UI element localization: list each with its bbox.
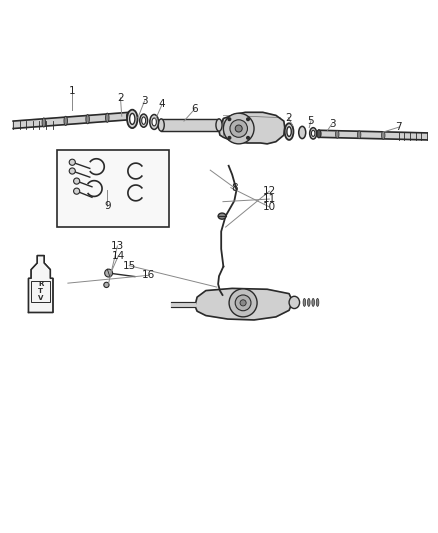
Ellipse shape [42, 118, 46, 127]
Polygon shape [161, 119, 219, 131]
Bar [57, 150, 169, 227]
Polygon shape [13, 112, 129, 128]
Circle shape [74, 178, 80, 184]
Circle shape [247, 118, 249, 120]
Circle shape [247, 136, 249, 139]
Ellipse shape [127, 112, 132, 120]
Text: 6: 6 [191, 104, 198, 114]
Text: 3: 3 [141, 96, 148, 106]
Circle shape [240, 300, 246, 306]
Ellipse shape [311, 130, 315, 136]
Ellipse shape [130, 114, 135, 124]
Text: 8: 8 [231, 183, 238, 192]
Text: 5: 5 [307, 116, 314, 126]
Text: 16: 16 [142, 270, 155, 280]
Ellipse shape [106, 113, 109, 122]
Circle shape [69, 168, 75, 174]
Text: 2: 2 [285, 112, 292, 123]
Circle shape [229, 289, 257, 317]
Ellipse shape [86, 115, 89, 124]
Circle shape [74, 188, 80, 194]
Ellipse shape [316, 298, 319, 306]
Circle shape [228, 118, 231, 120]
Circle shape [69, 159, 75, 165]
Polygon shape [319, 130, 427, 140]
Text: 13: 13 [111, 241, 124, 251]
Text: 4: 4 [159, 100, 166, 109]
Text: 1: 1 [69, 86, 76, 96]
Ellipse shape [158, 119, 164, 131]
Ellipse shape [381, 132, 385, 139]
Ellipse shape [127, 110, 138, 128]
Ellipse shape [64, 116, 67, 125]
Circle shape [223, 113, 254, 144]
Bar [31, 281, 50, 302]
Ellipse shape [150, 115, 159, 130]
Ellipse shape [317, 130, 321, 138]
Polygon shape [28, 255, 53, 312]
Circle shape [235, 125, 242, 132]
Polygon shape [219, 112, 285, 144]
Text: 11: 11 [263, 194, 276, 204]
Ellipse shape [152, 118, 156, 126]
Text: 3: 3 [328, 119, 336, 128]
Ellipse shape [140, 114, 148, 127]
Circle shape [228, 136, 231, 139]
Circle shape [235, 295, 251, 311]
Text: R
T
V: R T V [38, 281, 43, 302]
Text: 12: 12 [263, 186, 276, 196]
Ellipse shape [289, 296, 300, 309]
Circle shape [104, 282, 109, 287]
Ellipse shape [336, 130, 339, 138]
Polygon shape [195, 288, 293, 320]
Circle shape [105, 269, 113, 277]
Text: 7: 7 [395, 122, 402, 132]
Ellipse shape [142, 117, 145, 124]
Ellipse shape [310, 128, 317, 139]
Text: 9: 9 [104, 201, 111, 211]
Text: 14: 14 [112, 251, 125, 261]
Ellipse shape [218, 213, 226, 219]
Ellipse shape [299, 126, 306, 139]
Circle shape [230, 120, 247, 138]
Ellipse shape [285, 123, 293, 140]
Ellipse shape [312, 298, 314, 306]
Ellipse shape [357, 131, 361, 139]
Ellipse shape [216, 119, 222, 131]
Text: 2: 2 [117, 93, 124, 103]
Ellipse shape [303, 298, 306, 306]
Ellipse shape [307, 298, 310, 306]
Ellipse shape [287, 127, 291, 136]
Polygon shape [171, 302, 195, 307]
Text: 10: 10 [263, 202, 276, 212]
Text: 15: 15 [123, 261, 136, 271]
